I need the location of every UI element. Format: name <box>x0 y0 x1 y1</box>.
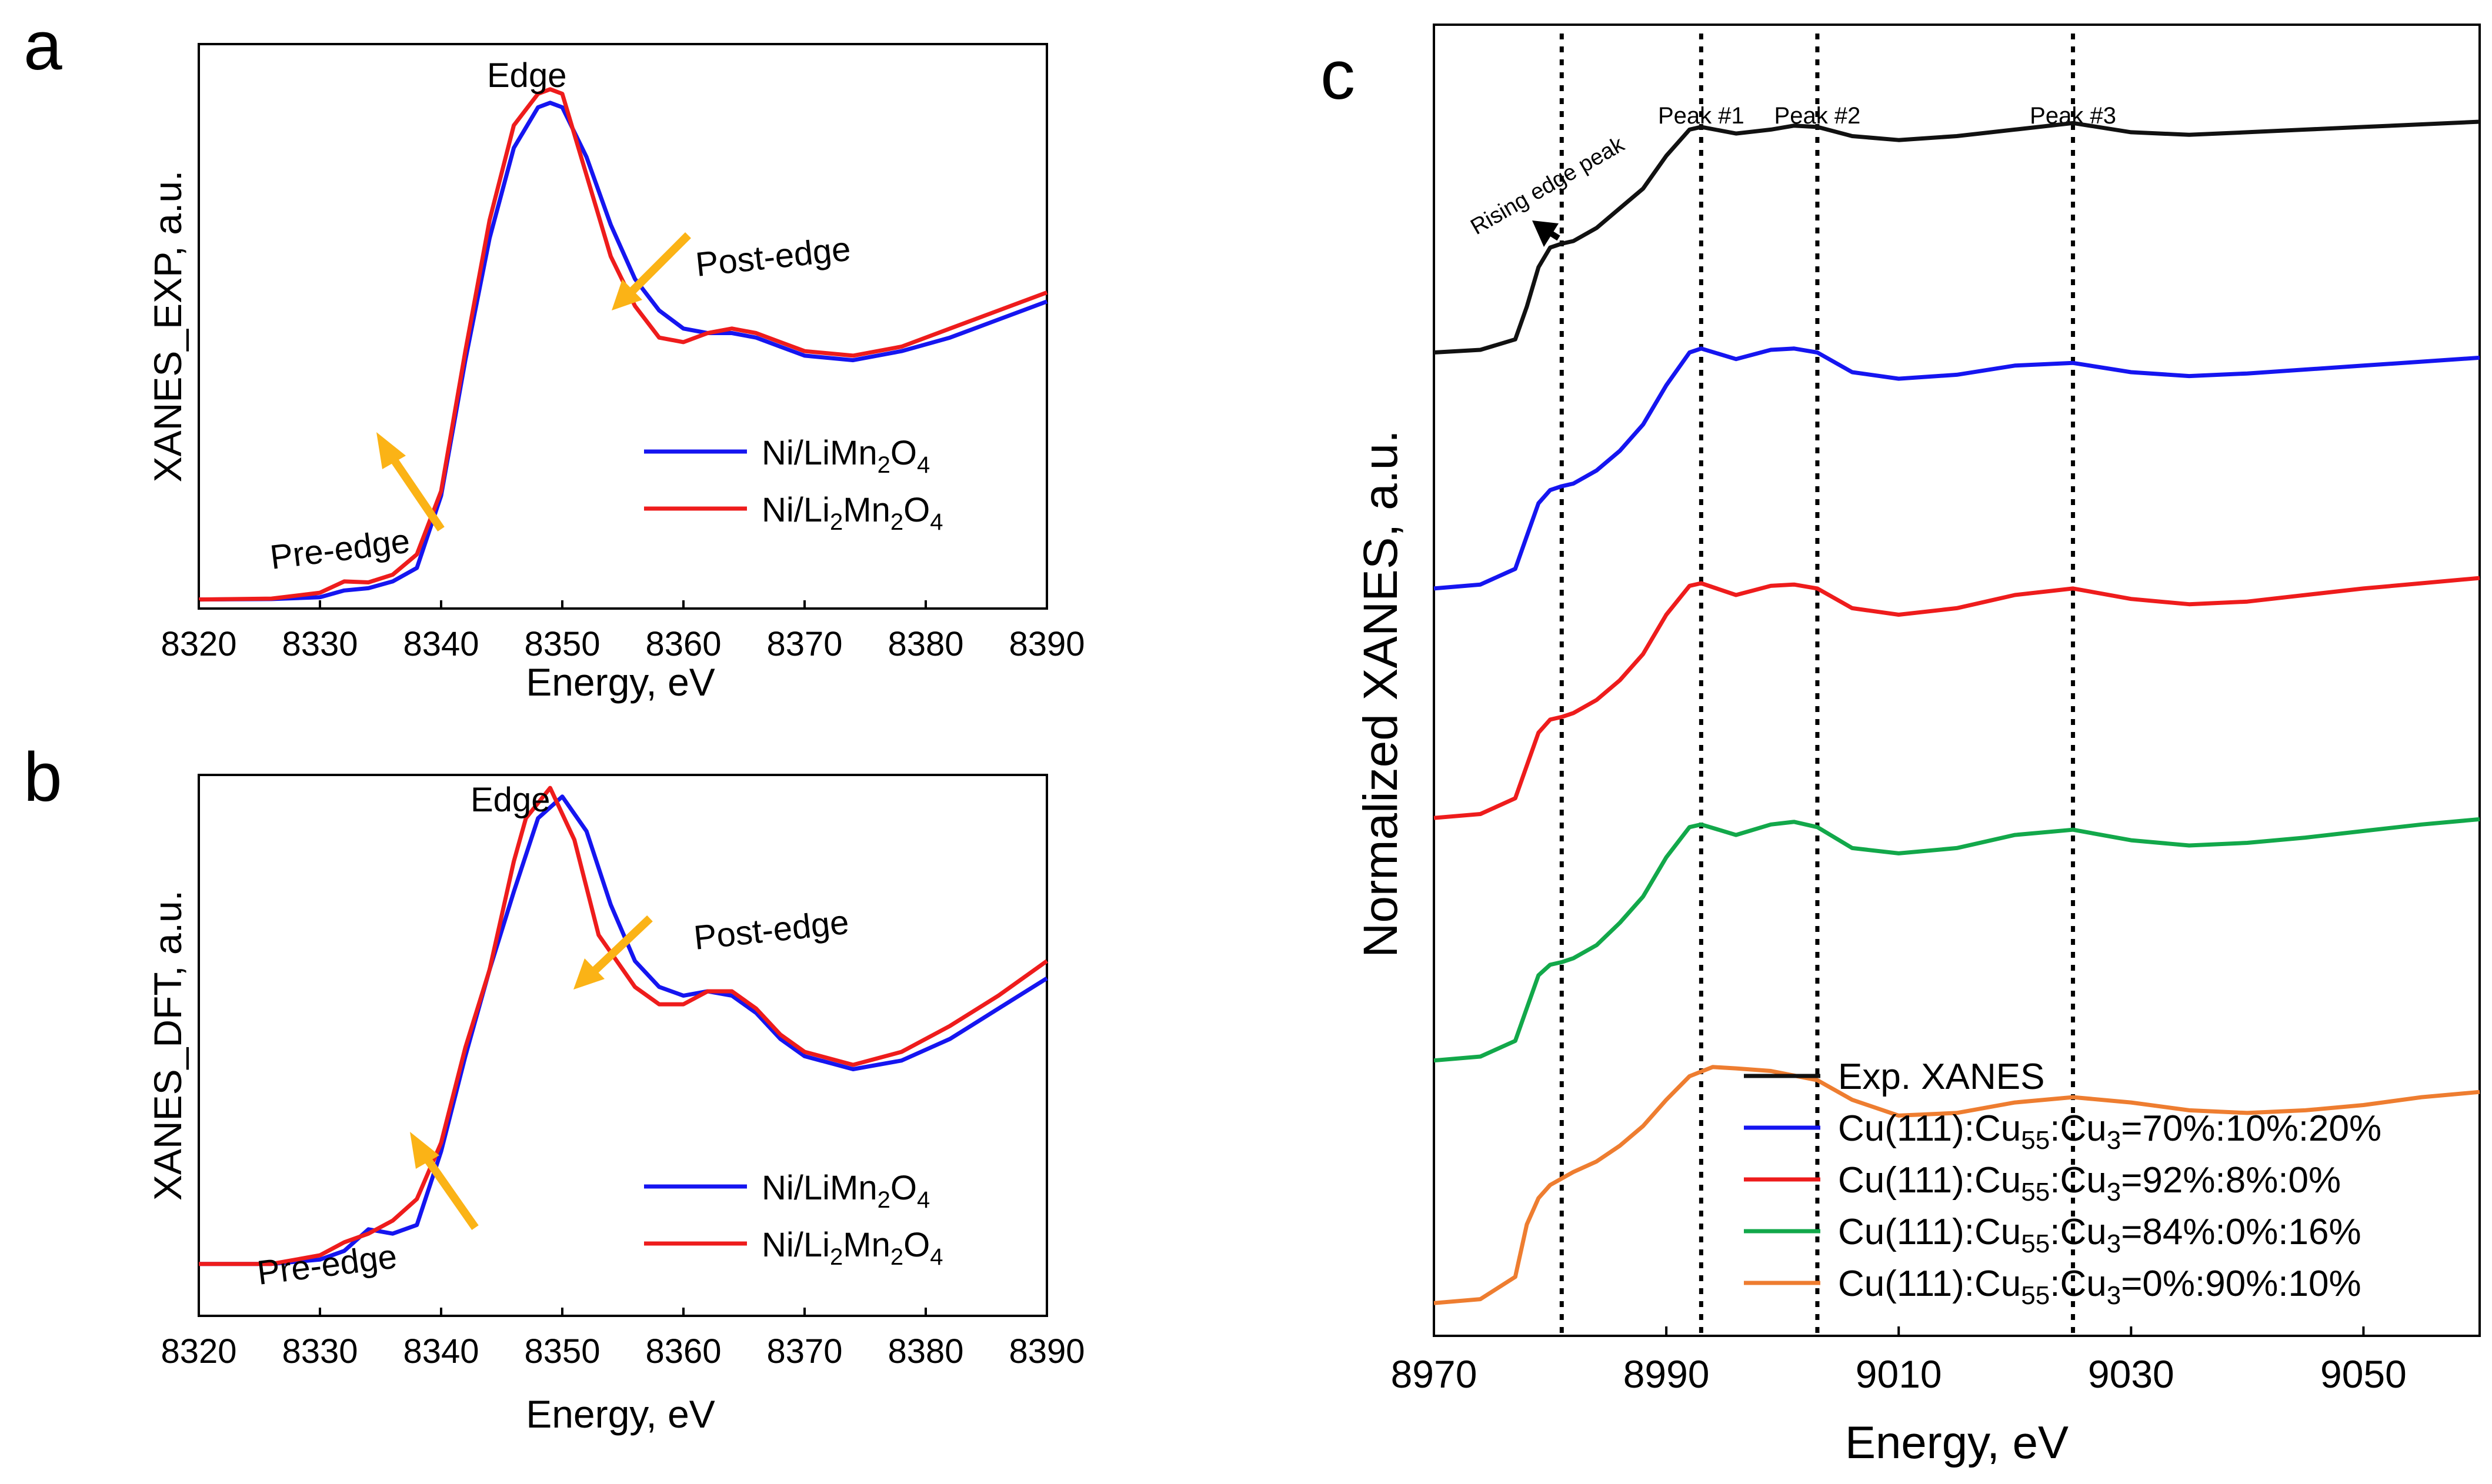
panel-c-plot: Peak #1 Peak #2 Peak #3 8970 8990 9010 9030 90… <box>1391 24 2481 1396</box>
panel-b-letter: b <box>24 738 62 816</box>
panel-c-letter: c <box>1320 36 1355 114</box>
panel-a-edge-label: Edge <box>487 56 566 95</box>
panel-b-edge-label: Edge <box>471 781 550 819</box>
panel-b-post-edge-arrow <box>573 915 653 990</box>
panel-a-xtick-label: 8380 <box>888 625 963 663</box>
panel-b-xtick-label: 8380 <box>888 1332 963 1371</box>
panel-a-post-edge-label: Post-edge <box>694 230 853 284</box>
panel-b-post-edge-label: Post-edge <box>692 903 851 957</box>
panel-a-letter: a <box>24 7 62 85</box>
panel-b-ylabel: XANES_DFT, a.u. <box>146 890 189 1201</box>
panel-b-xlabel: Energy, eV <box>526 1392 715 1436</box>
panel-c-xlabel: Energy, eV <box>1845 1416 2069 1468</box>
panel-b-xtick-label: 8370 <box>766 1332 842 1371</box>
panel-b-legend-label-red: Ni/Li2Mn2O4 <box>762 1226 943 1270</box>
panel-c-rising-edge-arrow <box>1532 220 1560 247</box>
panel-c-legend: Exp. XANES Cu(111):Cu55:Cu3=70%:10%:20% Cu… <box>1744 1057 2381 1310</box>
panel-c-series-black <box>1433 119 2480 355</box>
panel-b-legend: Ni/LiMn2O4 Ni/Li2Mn2O4 <box>644 1169 943 1270</box>
panel-a-xtick-label: 8320 <box>161 625 236 663</box>
panel-b-legend-label-blue: Ni/LiMn2O4 <box>762 1169 930 1213</box>
panel-c-xtick-label: 8970 <box>1391 1352 1477 1396</box>
panel-c-series-blue <box>1433 346 2480 591</box>
panel-c-legend-label-green: Cu(111):Cu55:Cu3=84%:0%:16% <box>1838 1212 2361 1258</box>
panel-a-pre-edge-arrow <box>376 432 445 532</box>
panel-b-xtick-label: 8350 <box>524 1332 600 1371</box>
panel-b-pre-edge-arrow <box>410 1132 479 1231</box>
panel-a-plot: 8320 8330 8340 8350 8360 8370 8380 8390 <box>161 43 1085 663</box>
panel-a-xlabel: Energy, eV <box>526 660 715 704</box>
panel-a-xtick-label: 8330 <box>282 625 358 663</box>
panel-b-frame <box>198 774 1048 1317</box>
panel-c-xtick-label: 9030 <box>2088 1352 2174 1396</box>
panel-a-xtick-label: 8350 <box>524 625 600 663</box>
panel-a-xtick-label: 8360 <box>645 625 721 663</box>
panel-c-series-red <box>1433 576 2480 820</box>
panel-b-series-red <box>199 786 1049 1266</box>
panel-c-frame <box>1433 24 2481 1337</box>
panel-b-xtick-label: 8390 <box>1009 1332 1085 1371</box>
panel-c-ylabel: Normalized XANES, a.u. <box>1354 430 1407 958</box>
panel-c-peak-label: Peak #1 <box>1658 103 1744 129</box>
panel-b-xtick-label: 8340 <box>403 1332 479 1371</box>
panel-c-legend-label-black: Exp. XANES <box>1838 1057 2044 1097</box>
panel-a-ylabel: XANES_EXP, a.u. <box>146 171 189 483</box>
panel-b-xtick-label: 8330 <box>282 1332 358 1371</box>
panel-b-xtick-label: 8360 <box>645 1332 721 1371</box>
panel-b-series-blue <box>199 794 1048 1266</box>
panel-b-plot: 8320 8330 8340 8350 8360 8370 8380 8390 <box>161 774 1085 1371</box>
panel-a-legend-label-red: Ni/Li2Mn2O4 <box>762 491 943 535</box>
panel-b-xtick-label: 8320 <box>161 1332 236 1371</box>
panel-c-peak-label: Peak #2 <box>1774 103 1861 129</box>
panel-c-series-orange <box>1433 1065 2480 1305</box>
panel-c-xtick-label: 9050 <box>2320 1352 2407 1396</box>
panel-a-post-edge-arrow <box>612 232 691 310</box>
panel-a-xtick-label: 8340 <box>403 625 479 663</box>
panel-a-series-red <box>198 87 1048 602</box>
panel-b-pre-edge-label: Pre-edge <box>255 1237 399 1292</box>
panel-a-series-blue <box>198 101 1048 602</box>
panel-a-xtick-label: 8370 <box>766 625 842 663</box>
panel-c-series-green <box>1433 817 2480 1063</box>
panel-c-legend-label-red: Cu(111):Cu55:Cu3=92%:8%:0% <box>1838 1160 2341 1206</box>
panel-a-pre-edge-label: Pre-edge <box>268 522 412 577</box>
panel-a-frame <box>198 43 1048 610</box>
panel-c-legend-label-blue: Cu(111):Cu55:Cu3=70%:10%:20% <box>1838 1108 2381 1155</box>
panel-a-legend-label-blue: Ni/LiMn2O4 <box>762 434 930 478</box>
panel-c-xtick-label: 9010 <box>1856 1352 1942 1396</box>
panel-a-legend: Ni/LiMn2O4 Ni/Li2Mn2O4 <box>644 434 943 535</box>
panel-c-xtick-label: 8990 <box>1623 1352 1710 1396</box>
panel-a-xtick-label: 8390 <box>1009 625 1085 663</box>
panel-c-legend-label-orange: Cu(111):Cu55:Cu3=0%:90%:10% <box>1838 1264 2361 1310</box>
